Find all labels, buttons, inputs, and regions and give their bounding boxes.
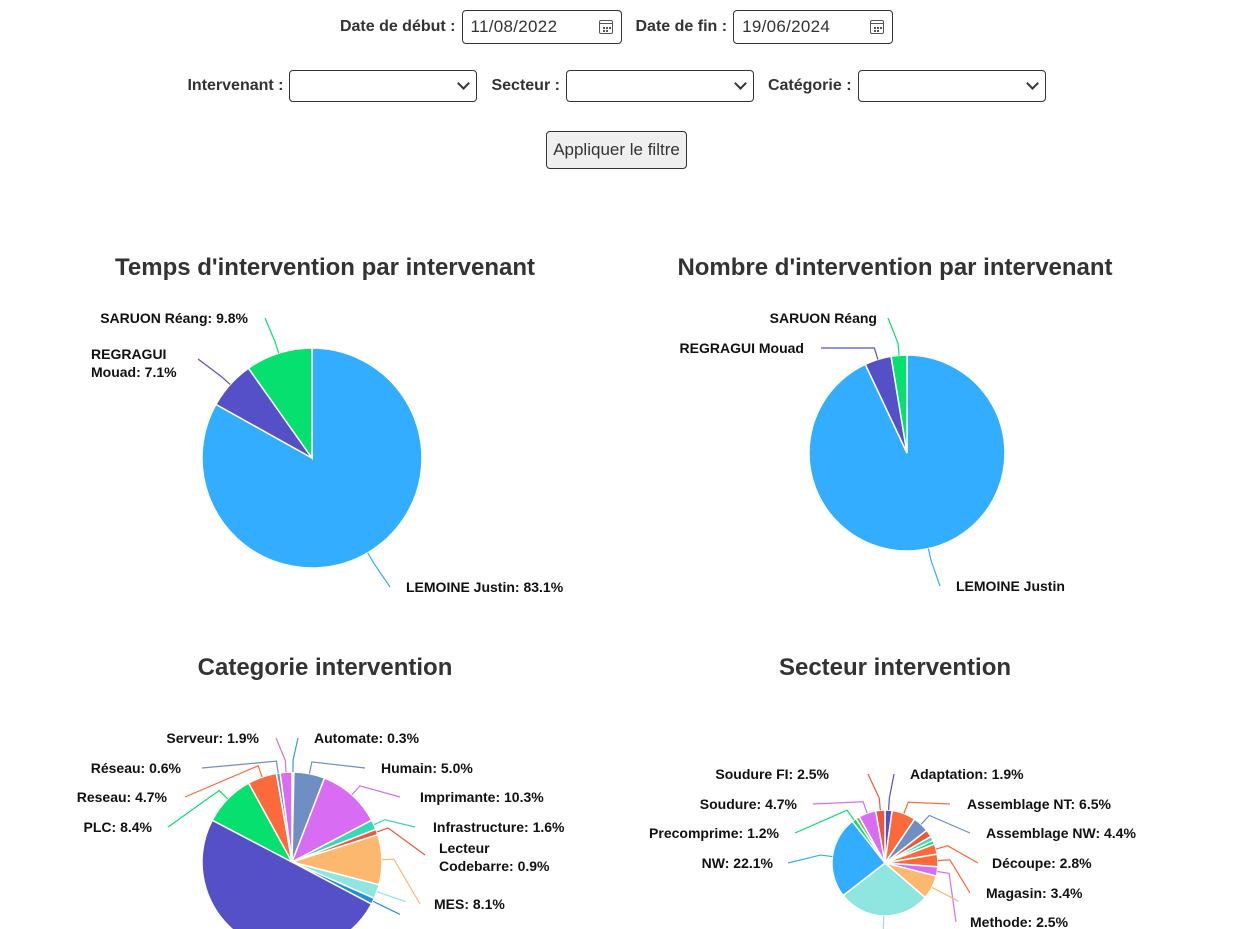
- categorie-label: Catégorie :: [767, 77, 852, 94]
- label-leader-line: [376, 827, 426, 856]
- label-leader-line: [367, 552, 391, 588]
- slice-label: Soudure FI: 2.5%: [715, 766, 829, 782]
- calendar-icon[interactable]: [870, 20, 885, 34]
- slice-label: REGRAGUI Mouad: 7.1%: [91, 346, 177, 380]
- label-leader-line: [794, 809, 855, 834]
- slice-label: LEMOINE Justin: [956, 578, 1065, 594]
- chart-temps-intervention: Temps d'intervention par intervenant LEMO…: [40, 245, 610, 615]
- slice-label: Soudure: 4.7%: [700, 796, 798, 812]
- label-leader-line: [197, 358, 231, 385]
- intervenant-select[interactable]: [289, 70, 478, 102]
- chart-title: Temps d'intervention par intervenant: [115, 254, 535, 281]
- slice-label: Assemblage NW: 4.4%: [986, 825, 1136, 841]
- label-leader-line: [937, 859, 971, 894]
- pie-slice[interactable]: [247, 347, 313, 461]
- slice-label: Imprimante: 10.3%: [420, 789, 544, 805]
- slice-label: Adaptation: 1.9%: [910, 766, 1024, 782]
- start-date-value: 11/08/2022: [470, 17, 558, 36]
- calendar-icon[interactable]: [598, 20, 613, 34]
- slice-label: Magasin: 3.4%: [986, 885, 1083, 901]
- pie-slice[interactable]: [290, 777, 373, 864]
- label-leader-line: [920, 814, 971, 834]
- chevron-down-icon: [457, 77, 471, 90]
- start-date-label: Date de début :: [339, 18, 456, 35]
- date-filter-row: Date de début : 11/08/2022 Date de fin :…: [0, 8, 1233, 46]
- label-leader-line: [882, 915, 885, 929]
- label-leader-line: [373, 819, 416, 828]
- slice-label: Lecteur Codebarre: 0.9%: [439, 840, 550, 874]
- slice-label: LEMOINE Justin: 83.1%: [406, 579, 564, 595]
- apply-row: Appliquer le filtre: [0, 130, 1233, 170]
- label-leader-line: [264, 317, 280, 354]
- end-date-label: Date de fin :: [635, 18, 728, 35]
- start-date-input[interactable]: 11/08/2022: [461, 10, 622, 44]
- pie-chart-svg: Secteur intervention Adaptation: 1.9% Asse…: [649, 654, 1136, 929]
- label-leader-line: [184, 764, 263, 798]
- slice-label: NW: 22.1%: [702, 855, 774, 871]
- label-leader-line: [275, 737, 287, 773]
- end-date-value: 19/06/2024: [742, 17, 831, 36]
- label-leader-line: [167, 789, 229, 828]
- label-leader-line: [381, 858, 421, 905]
- label-leader-line: [867, 773, 881, 811]
- label-leader-line: [201, 760, 279, 774]
- pie-slice[interactable]: [874, 809, 886, 864]
- slice-label: Découpe: 2.8%: [992, 855, 1092, 871]
- pie-chart-svg: Temps d'intervention par intervenant LEMO…: [91, 254, 564, 595]
- label-leader-line: [927, 548, 941, 587]
- label-leader-line: [903, 801, 951, 814]
- slice-label: Reseau: 4.7%: [77, 789, 168, 805]
- slice-label: Serveur: 1.9%: [166, 730, 259, 746]
- pie-slice[interactable]: [890, 354, 908, 454]
- slice-label: PLC: 8.4%: [84, 819, 153, 835]
- label-leader-line: [787, 854, 833, 864]
- slice-label: Humain: 5.0%: [381, 760, 473, 776]
- label-leader-line: [887, 317, 900, 356]
- pie-slice[interactable]: [201, 819, 373, 929]
- label-leader-line: [376, 891, 406, 903]
- label-leader-line: [935, 845, 979, 864]
- slice-label: SARUON Réang: 9.8%: [100, 310, 248, 326]
- slice-label: Réseau: 0.6%: [91, 760, 182, 776]
- label-leader-line: [292, 737, 299, 773]
- chart-secteur-intervention: Secteur intervention Adaptation: 1.9% Asse…: [610, 645, 1180, 929]
- intervenant-label: Intervenant :: [187, 77, 284, 94]
- pie-slice[interactable]: [831, 820, 887, 897]
- chart-nombre-intervention: Nombre d'intervention par intervenant LEM…: [610, 245, 1180, 615]
- label-leader-line: [820, 347, 879, 360]
- apply-filter-button[interactable]: Appliquer le filtre: [546, 131, 687, 169]
- label-leader-line: [812, 801, 868, 814]
- label-leader-line: [372, 900, 401, 915]
- slice-label: Infrastructure: 1.6%: [433, 819, 565, 835]
- chart-title: Categorie intervention: [198, 654, 453, 681]
- chart-categorie-intervention: Categorie intervention Automate: 0.3% Huma…: [40, 645, 610, 929]
- slice-label: SARUON Réang: [770, 310, 877, 326]
- secteur-select[interactable]: [565, 70, 754, 102]
- chevron-down-icon: [734, 77, 747, 90]
- categorie-select[interactable]: [857, 70, 1046, 102]
- slice-label: Methode: 2.5%: [970, 914, 1069, 929]
- pie-slice[interactable]: [279, 771, 293, 863]
- secteur-label: Secteur :: [491, 77, 560, 94]
- slice-label: Precomprime: 1.2%: [649, 825, 779, 841]
- chevron-down-icon: [1025, 77, 1039, 90]
- select-filter-row: Intervenant : Secteur : Catégorie :: [0, 69, 1233, 103]
- pie-chart-svg: Categorie intervention Automate: 0.3% Huma…: [77, 654, 565, 929]
- slice-label: Automate: 0.3%: [314, 730, 420, 746]
- slice-label: REGRAGUI Mouad: [680, 340, 804, 356]
- chart-title: Nombre d'intervention par intervenant: [677, 254, 1112, 281]
- label-leader-line: [937, 870, 957, 923]
- label-leader-line: [887, 773, 895, 811]
- pie-chart-svg: Nombre d'intervention par intervenant LEM…: [677, 254, 1112, 594]
- label-leader-line: [931, 886, 959, 902]
- chart-title: Secteur intervention: [779, 654, 1011, 681]
- end-date-input[interactable]: 19/06/2024: [733, 10, 894, 44]
- label-leader-line: [351, 785, 401, 798]
- slice-label: MES: 8.1%: [434, 896, 505, 912]
- label-leader-line: [308, 761, 366, 774]
- slice-label: Assemblage NT: 6.5%: [967, 796, 1111, 812]
